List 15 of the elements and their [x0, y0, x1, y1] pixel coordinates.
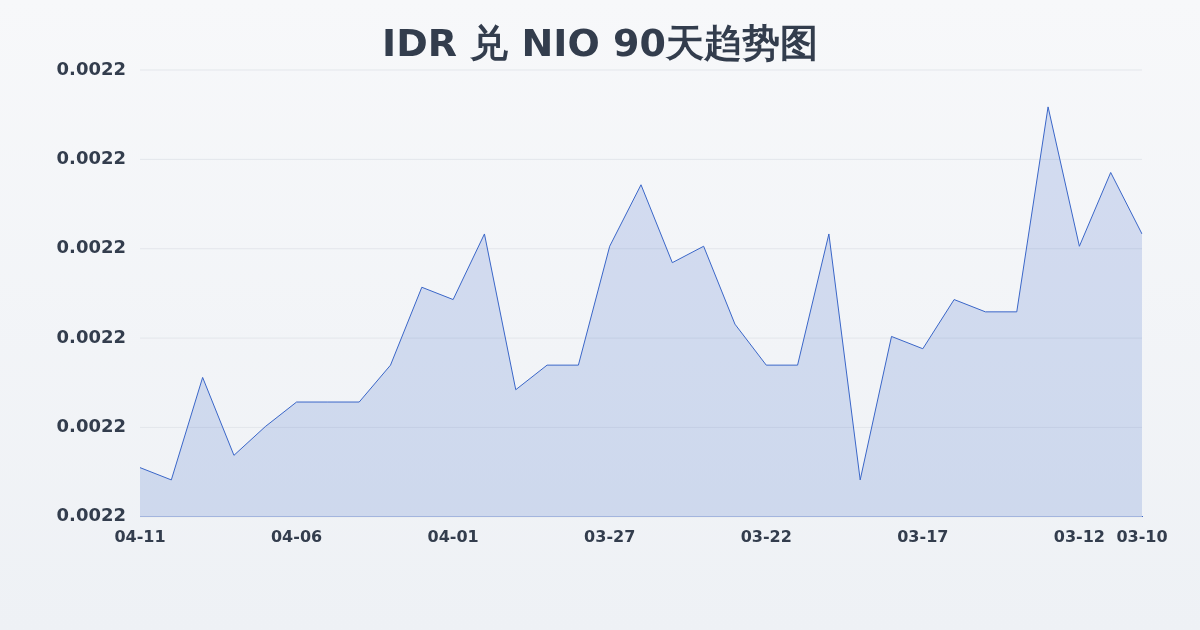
x-tick-label: 03-27 [584, 526, 636, 546]
text: 0.0022 [56, 57, 126, 79]
x-tick-label: 04-11 [114, 526, 166, 546]
x-tick-label: 03-12 [1053, 526, 1105, 546]
x-tick-label: 04-06 [270, 526, 323, 546]
x-tick-label: 03-17 [897, 526, 949, 546]
x-tick-label: 03-22 [740, 526, 792, 546]
x-tick-label: 04-01 [427, 526, 479, 546]
x-tick-label: 03-10 [1116, 526, 1168, 546]
text: 0.0022 [56, 504, 126, 526]
text: 0.0022 [56, 325, 126, 347]
text: 0.0022 [56, 415, 126, 437]
text: 0.0022 [56, 236, 126, 258]
chart-title: IDR 兑 NIO 90天趋势图 [382, 21, 818, 65]
text: 0.0022 [56, 147, 126, 169]
